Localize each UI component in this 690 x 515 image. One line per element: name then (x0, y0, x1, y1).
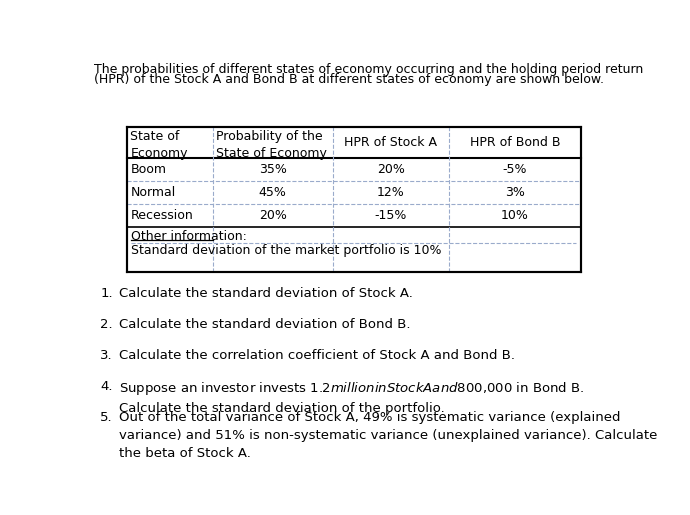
Text: Probability of the
State of Economy: Probability of the State of Economy (217, 130, 327, 160)
Text: Calculate the standard deviation of Bond B.: Calculate the standard deviation of Bond… (119, 318, 411, 331)
Text: 3.: 3. (100, 349, 113, 362)
Text: 1.: 1. (100, 287, 113, 300)
Text: Standard deviation of the market portfolio is 10%: Standard deviation of the market portfol… (131, 244, 442, 258)
Text: Out of the total variance of Stock A, 49% is systematic variance (explained
vari: Out of the total variance of Stock A, 49… (119, 410, 657, 459)
Text: 35%: 35% (259, 163, 286, 176)
Text: 4.: 4. (100, 380, 112, 393)
Text: The probabilities of different states of economy occurring and the holding perio: The probabilities of different states of… (94, 63, 643, 76)
Text: 20%: 20% (259, 209, 286, 222)
Text: Boom: Boom (130, 163, 166, 176)
Text: 20%: 20% (377, 163, 405, 176)
Text: Calculate the standard deviation of Stock A.: Calculate the standard deviation of Stoc… (119, 287, 413, 300)
Text: Calculate the correlation coefficient of Stock A and Bond B.: Calculate the correlation coefficient of… (119, 349, 515, 362)
Text: 12%: 12% (377, 186, 405, 199)
Text: Suppose an investor invests $1.2 million in Stock A and $800,000 in Bond B.
Calc: Suppose an investor invests $1.2 million… (119, 380, 584, 415)
Text: 10%: 10% (501, 209, 529, 222)
Text: HPR of Bond B: HPR of Bond B (470, 136, 560, 149)
Text: 2.: 2. (100, 318, 113, 331)
Text: Other information:: Other information: (131, 230, 247, 244)
Text: 45%: 45% (259, 186, 286, 199)
Text: 3%: 3% (505, 186, 525, 199)
Text: -15%: -15% (375, 209, 407, 222)
Text: Normal: Normal (130, 186, 176, 199)
Bar (126, 127, 581, 272)
Text: Recession: Recession (130, 209, 193, 222)
Text: 5.: 5. (100, 410, 113, 424)
Text: (HPR) of the Stock A and Bond B at different states of economy are shown below.: (HPR) of the Stock A and Bond B at diffe… (94, 73, 604, 87)
Text: State of
Economy: State of Economy (130, 130, 188, 160)
Text: HPR of Stock A: HPR of Stock A (344, 136, 437, 149)
Text: -5%: -5% (502, 163, 527, 176)
